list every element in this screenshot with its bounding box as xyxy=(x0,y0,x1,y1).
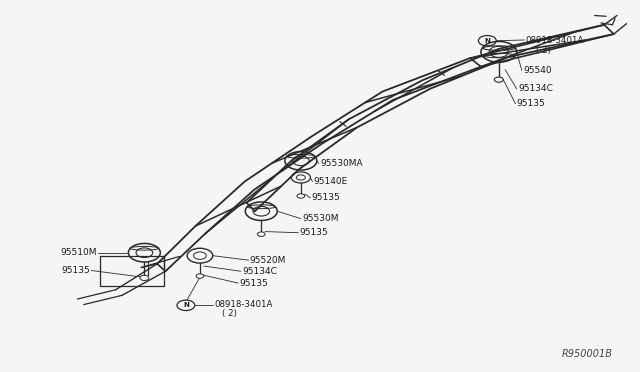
Circle shape xyxy=(196,274,204,278)
Circle shape xyxy=(257,232,265,236)
Text: 95135: 95135 xyxy=(516,99,545,108)
Circle shape xyxy=(297,194,305,198)
Text: 95530MA: 95530MA xyxy=(320,159,363,168)
Text: 95510M: 95510M xyxy=(60,248,97,257)
Text: N: N xyxy=(183,302,189,308)
Circle shape xyxy=(494,77,503,82)
Text: 95140E: 95140E xyxy=(314,177,348,186)
Text: ( 2): ( 2) xyxy=(222,310,237,318)
Text: 95135: 95135 xyxy=(61,266,90,275)
Text: ( 2): ( 2) xyxy=(536,46,551,55)
Text: 08918-3401A: 08918-3401A xyxy=(214,301,273,310)
Text: 95530M: 95530M xyxy=(302,214,339,223)
Text: 95135: 95135 xyxy=(312,193,340,202)
Text: 08918-3401A: 08918-3401A xyxy=(525,36,584,45)
Text: N: N xyxy=(484,38,490,44)
Text: 95135: 95135 xyxy=(300,228,328,237)
Text: 95135: 95135 xyxy=(239,279,268,288)
Text: 95134C: 95134C xyxy=(518,84,553,93)
Text: R950001B: R950001B xyxy=(561,349,612,359)
Text: 95134C: 95134C xyxy=(242,267,277,276)
Text: 95520M: 95520M xyxy=(250,256,286,264)
Circle shape xyxy=(140,275,149,280)
Text: 95540: 95540 xyxy=(523,66,552,75)
